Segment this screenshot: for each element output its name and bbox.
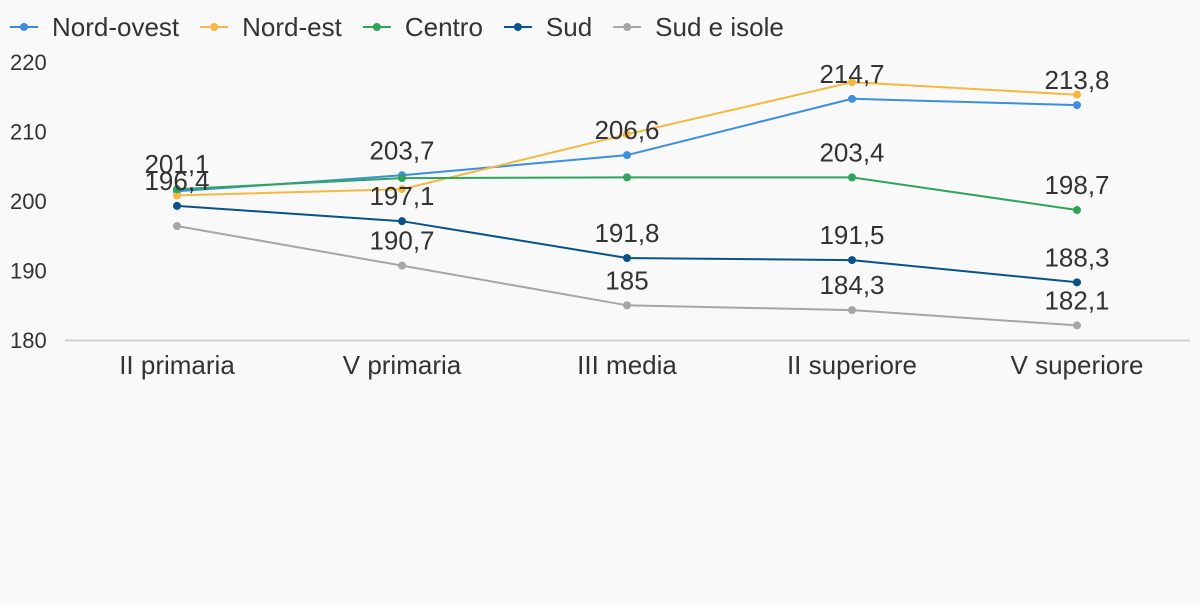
- y-tick-label-200: 200: [10, 189, 47, 214]
- data-point-sud-3: [623, 253, 631, 262]
- data-point-nord-ovest-3: [623, 151, 631, 160]
- legend-marker-sud-e-isole: [623, 23, 632, 31]
- data-point-centro-3: [623, 173, 631, 182]
- data-point-nord-ovest-5: [1073, 101, 1081, 110]
- y-tick-label-180: 180: [10, 328, 47, 353]
- x-axis: II primaria V primaria III media II superio…: [119, 350, 1143, 380]
- data-point-nord-est-2: [398, 185, 406, 194]
- data-point-sud-1: [173, 201, 181, 210]
- data-point-centro-4: [848, 173, 856, 182]
- legend-label-nord-ovest: Nord-ovest: [52, 12, 180, 42]
- data-label-centro-5: 198,7: [1044, 170, 1109, 200]
- x-tick-label-ii-superiore: II superiore: [787, 350, 917, 380]
- data-label-sud-3: 191,8: [594, 218, 659, 248]
- data-label-centro-1: 201,1: [144, 149, 209, 179]
- data-point-sud-5: [1073, 278, 1081, 287]
- data-point-nord-est-5: [1073, 90, 1081, 99]
- data-label-sud-e-isole-2: 190,7: [369, 226, 434, 256]
- data-label-nord-ovest-4: 214,7: [819, 59, 884, 89]
- data-point-centro-5: [1073, 206, 1081, 215]
- x-tick-label-iii-media: III media: [577, 350, 677, 380]
- data-label-sud-2: 197,1: [369, 181, 434, 211]
- legend-marker-sud: [513, 23, 522, 31]
- legend-label-centro: Centro: [405, 12, 483, 42]
- data-label-nord-ovest-5: 213,8: [1044, 65, 1109, 95]
- x-tick-label-v-primaria: V primaria: [343, 350, 462, 380]
- data-label-nord-ovest-3: 206,6: [594, 115, 659, 145]
- series-points: [173, 78, 1081, 330]
- data-point-sud-e-isole-3: [623, 301, 631, 310]
- data-label-sud-e-isole-5: 182,1: [1044, 285, 1109, 315]
- data-point-centro-2: [398, 174, 406, 183]
- x-tick-label-ii-primaria: II primaria: [119, 350, 235, 380]
- data-point-sud-e-isole-5: [1073, 321, 1081, 330]
- data-point-nord-ovest-4: [848, 94, 856, 103]
- x-tick-label-v-superiore: V superiore: [1011, 350, 1144, 380]
- legend-label-sud: Sud: [546, 12, 592, 42]
- legend-label-sud-e-isole: Sud e isole: [655, 12, 784, 42]
- data-label-sud-e-isole-3: 185: [605, 265, 648, 295]
- legend-label-nord-est: Nord-est: [242, 12, 342, 42]
- data-point-sud-2: [398, 217, 406, 226]
- legend-marker-centro: [372, 23, 381, 31]
- data-label-sud-4: 191,5: [819, 220, 884, 250]
- data-point-sud-e-isole-2: [398, 261, 406, 270]
- legend-marker-nord-est: [210, 23, 219, 31]
- y-axis: 180 190 200 210 220: [10, 50, 47, 353]
- data-label-centro-4: 203,4: [819, 137, 884, 167]
- data-label-sud-1: 196,4: [144, 166, 209, 196]
- data-point-nord-est-1: [173, 191, 181, 200]
- data-labels: 203,7 206,6 214,7 213,8 201,1 203,4 198,7 196,4…: [144, 59, 1109, 316]
- data-point-sud-e-isole-4: [848, 306, 856, 315]
- y-tick-label-190: 190: [10, 259, 47, 284]
- data-point-sud-4: [848, 256, 856, 265]
- series-line-centro: [176, 176, 1078, 211]
- legend: Nord-ovest Nord-est Centro Sud Sud e isole: [10, 12, 784, 42]
- y-tick-label-220: 220: [10, 50, 47, 75]
- y-tick-label-210: 210: [10, 120, 47, 145]
- data-label-nord-ovest-2: 203,7: [369, 135, 434, 165]
- data-point-centro-1: [173, 185, 181, 194]
- data-point-nord-est-3: [623, 130, 631, 139]
- data-label-sud-5: 188,3: [1044, 242, 1109, 272]
- data-label-sud-e-isole-4: 184,3: [819, 270, 884, 300]
- data-point-nord-est-4: [848, 78, 856, 87]
- legend-marker-nord-ovest: [20, 23, 28, 31]
- data-point-sud-e-isole-1: [173, 222, 181, 231]
